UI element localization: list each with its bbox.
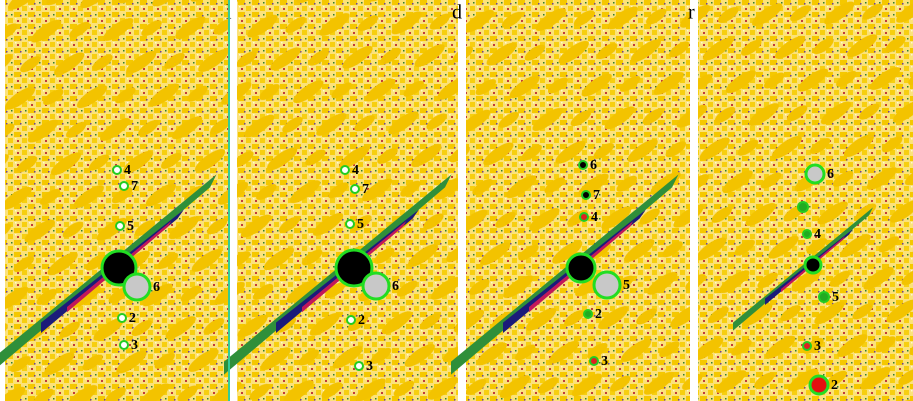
- marker-group: 47 5 6 2 3: [112, 163, 160, 353]
- marker-label: 4: [124, 163, 131, 178]
- marker: [350, 184, 360, 194]
- marker-label: 3: [601, 354, 608, 369]
- marker: [119, 340, 129, 350]
- source-main: [334, 248, 374, 288]
- marker-label: 2: [129, 311, 136, 326]
- marker-label: 5: [357, 217, 364, 232]
- marker: [361, 271, 391, 301]
- marker: [112, 165, 122, 175]
- marker: [578, 160, 588, 170]
- marker-label: 7: [131, 179, 138, 194]
- marker-label: 4: [352, 163, 359, 178]
- marker-label: 3: [366, 359, 373, 374]
- marker-label: 6: [392, 279, 399, 294]
- header-fragment: d: [452, 2, 462, 24]
- marker: [802, 229, 812, 239]
- marker: [808, 374, 830, 396]
- marker: [117, 313, 127, 323]
- marker: [340, 165, 350, 175]
- marker: [583, 309, 593, 319]
- marker: [579, 212, 589, 222]
- marker: [119, 181, 129, 191]
- marker: [122, 272, 152, 302]
- header-fragment: r: [688, 2, 695, 24]
- marker-label: 2: [831, 378, 838, 393]
- divider: [228, 0, 230, 401]
- marker-group: 47 5 6 2 3: [340, 163, 399, 374]
- source-main: [565, 252, 597, 284]
- marker-label: 5: [127, 219, 134, 234]
- marker: [818, 291, 830, 303]
- marker: [589, 356, 599, 366]
- marker-label: 7: [362, 182, 369, 197]
- marker: [354, 361, 364, 371]
- marker-label: 6: [590, 158, 597, 173]
- source-main: [803, 255, 823, 275]
- marker-label: 2: [358, 313, 365, 328]
- marker-group: 6 4 5 3 2: [802, 163, 839, 396]
- source-extra: [797, 201, 809, 213]
- marker-label: 6: [827, 167, 834, 182]
- marker-label: 2: [595, 307, 602, 322]
- marker-label: 5: [832, 290, 839, 305]
- marker: [345, 219, 355, 229]
- marker-label: 3: [131, 338, 138, 353]
- marker: [804, 163, 826, 185]
- marker-label: 4: [814, 227, 821, 242]
- marker-label: 7: [593, 188, 600, 203]
- marker: [346, 315, 356, 325]
- panel-texture: [5, 0, 228, 401]
- marker-label: 4: [591, 210, 598, 225]
- marker-label: 3: [814, 339, 821, 354]
- panel-texture: [698, 0, 913, 401]
- marker: [581, 190, 591, 200]
- marker: [802, 341, 812, 351]
- marker: [115, 221, 125, 231]
- marker: [592, 270, 622, 300]
- marker-label: 5: [623, 278, 630, 293]
- marker-label: 6: [153, 280, 160, 295]
- marker-group: 6 7 4 5 2 3: [578, 158, 630, 369]
